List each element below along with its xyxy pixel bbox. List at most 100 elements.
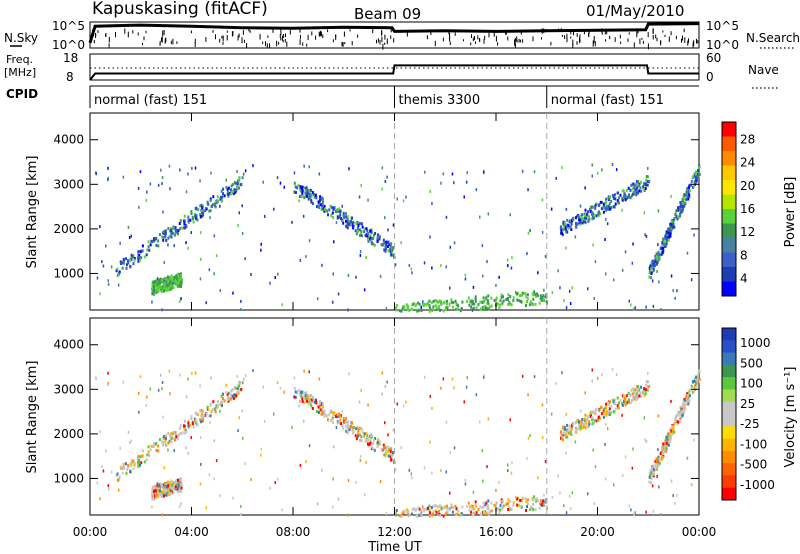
power-cell bbox=[172, 277, 175, 281]
power-cell bbox=[333, 240, 335, 244]
velocity-cell bbox=[153, 487, 156, 491]
colorbar-tick-label: 20 bbox=[740, 179, 755, 193]
velocity-cell bbox=[650, 467, 653, 470]
power-cell bbox=[480, 307, 483, 311]
velocity-cell bbox=[661, 452, 664, 456]
velocity-cell bbox=[670, 399, 672, 403]
velocity-cell bbox=[364, 438, 367, 442]
velocity-cell bbox=[656, 466, 659, 469]
velocity-cell bbox=[654, 463, 657, 467]
power-cell bbox=[220, 189, 223, 193]
velocity-cell bbox=[526, 505, 528, 509]
power-cell bbox=[652, 259, 655, 263]
velocity-cell bbox=[560, 430, 563, 434]
velocity-cell bbox=[211, 408, 214, 412]
power-cell bbox=[605, 204, 608, 208]
velocity-cell bbox=[344, 417, 347, 421]
power-cell bbox=[695, 176, 697, 180]
velocity-cell bbox=[392, 428, 395, 432]
power-cell bbox=[484, 306, 487, 310]
velocity-cell bbox=[579, 409, 582, 413]
power-cell bbox=[562, 220, 565, 224]
power-cell bbox=[123, 261, 126, 265]
velocity-cell bbox=[557, 474, 559, 478]
velocity-cell bbox=[575, 428, 578, 432]
power-cell bbox=[664, 239, 667, 243]
power-cell bbox=[560, 225, 563, 229]
power-cell bbox=[638, 189, 641, 193]
velocity-cell bbox=[138, 461, 140, 464]
velocity-cell bbox=[385, 452, 388, 456]
power-cell bbox=[155, 288, 158, 292]
velocity-cell bbox=[453, 446, 456, 450]
velocity-cell bbox=[662, 442, 665, 446]
velocity-cell bbox=[318, 377, 321, 381]
power-cell bbox=[199, 231, 202, 235]
power-cell bbox=[632, 242, 634, 246]
velocity-cell bbox=[406, 511, 409, 515]
velocity-cell bbox=[170, 437, 173, 441]
power-cell bbox=[176, 277, 179, 281]
velocity-cell bbox=[521, 374, 524, 378]
velocity-cell bbox=[477, 508, 480, 511]
power-cell bbox=[169, 280, 172, 284]
power-cell bbox=[230, 188, 232, 192]
power-cell bbox=[345, 219, 347, 223]
power-cell bbox=[601, 201, 603, 204]
velocity-cell bbox=[621, 473, 624, 477]
velocity-cell bbox=[534, 497, 537, 501]
power-cell bbox=[461, 300, 464, 304]
velocity-cell bbox=[511, 461, 513, 465]
power-cell bbox=[386, 175, 388, 179]
velocity-cell bbox=[589, 412, 591, 416]
velocity-cell bbox=[230, 393, 232, 397]
velocity-cell bbox=[679, 412, 682, 416]
velocity-cell bbox=[183, 431, 186, 435]
velocity-cell bbox=[363, 435, 366, 439]
power-cell bbox=[223, 194, 226, 198]
velocity-cell bbox=[628, 400, 630, 404]
velocity-cell bbox=[165, 485, 168, 489]
velocity-cell bbox=[688, 398, 691, 402]
velocity-cell bbox=[339, 415, 342, 419]
power-cell bbox=[647, 175, 650, 179]
power-cell bbox=[194, 207, 197, 211]
velocity-cell bbox=[101, 465, 103, 469]
power-cell bbox=[431, 202, 433, 205]
power-cell bbox=[602, 204, 605, 208]
velocity-cell bbox=[331, 416, 334, 420]
velocity-cell bbox=[658, 458, 661, 462]
power-cell bbox=[307, 191, 310, 195]
velocity-cell bbox=[327, 418, 329, 422]
velocity-cell bbox=[646, 384, 649, 388]
velocity-cell bbox=[560, 433, 563, 437]
power-cell bbox=[521, 169, 524, 173]
power-cell bbox=[387, 240, 390, 244]
power-cell bbox=[170, 232, 173, 236]
velocity-cell bbox=[122, 380, 125, 384]
nsearch-label: N.Search bbox=[746, 31, 800, 45]
power-cell bbox=[631, 187, 634, 191]
velocity-cell bbox=[283, 390, 285, 394]
power-cell bbox=[581, 221, 584, 225]
power-cell bbox=[363, 227, 366, 231]
power-cell bbox=[331, 211, 334, 215]
power-cell bbox=[167, 243, 169, 247]
velocity-cell bbox=[640, 394, 643, 398]
velocity-cell bbox=[147, 450, 150, 454]
velocity-cell bbox=[298, 404, 300, 408]
velocity-cell bbox=[591, 418, 594, 422]
velocity-cell bbox=[591, 422, 594, 426]
velocity-cell bbox=[169, 434, 172, 438]
velocity-cell bbox=[355, 480, 357, 484]
velocity-cell bbox=[149, 387, 152, 391]
power-cell bbox=[456, 307, 459, 311]
velocity-cell bbox=[351, 421, 354, 425]
power-cell bbox=[128, 236, 131, 239]
power-cell bbox=[241, 176, 244, 180]
power-cell bbox=[685, 198, 688, 202]
power-cell bbox=[180, 273, 183, 277]
velocity-cell bbox=[386, 380, 388, 384]
velocity-cell bbox=[250, 478, 252, 481]
velocity-cell bbox=[302, 419, 305, 423]
